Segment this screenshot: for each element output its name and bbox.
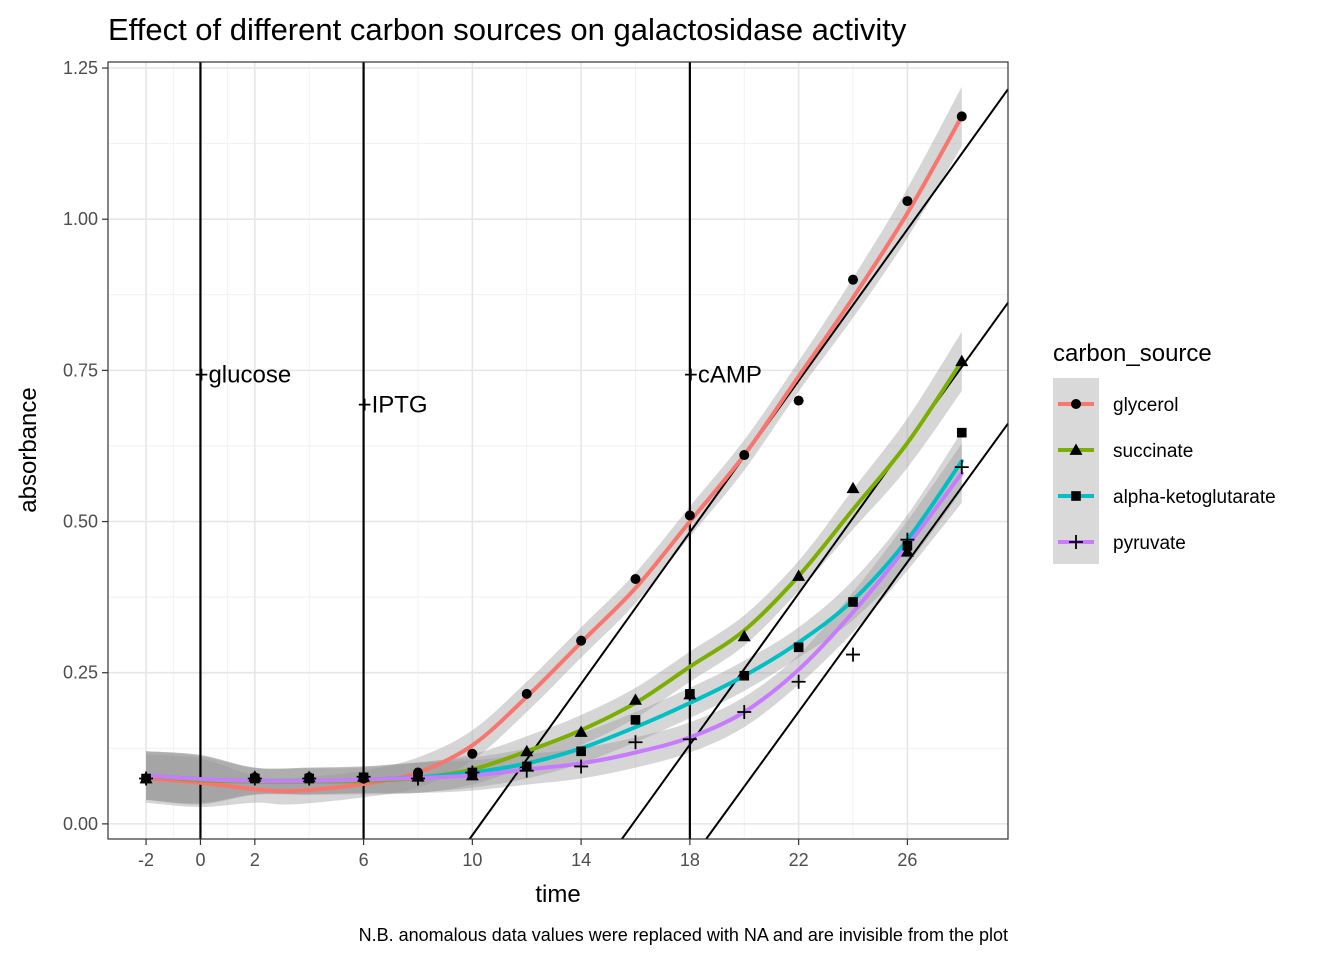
legend: carbon_source glycerol succinate alpha-ket… bbox=[1053, 340, 1276, 564]
vertical-reference-lines bbox=[199, 62, 691, 839]
point-glycerol bbox=[848, 274, 859, 285]
point-succinate bbox=[955, 354, 969, 367]
point-glycerol bbox=[467, 748, 478, 759]
x-tick-label: 6 bbox=[359, 850, 369, 870]
point-glycerol bbox=[684, 510, 695, 521]
point-alpha-ketoglutarate bbox=[630, 715, 641, 725]
legend-label-glycerol: glycerol bbox=[1113, 395, 1178, 416]
x-tick-label: 2 bbox=[250, 850, 260, 870]
point-pyruvate bbox=[465, 765, 480, 780]
point-pyruvate bbox=[846, 647, 861, 662]
point-pyruvate bbox=[682, 732, 697, 747]
point-succinate bbox=[574, 725, 588, 737]
legend-key-succinate bbox=[1069, 443, 1083, 455]
vline-label: +glucose bbox=[194, 361, 291, 388]
x-tick-label: 18 bbox=[680, 850, 700, 870]
ribbon-succinate bbox=[146, 331, 962, 805]
legend-label-alpha-ketoglutarate: alpha-ketoglutarate bbox=[1113, 487, 1276, 508]
plot-panel bbox=[108, 62, 1008, 839]
x-tick-label: 0 bbox=[195, 850, 205, 870]
point-glycerol bbox=[739, 450, 750, 461]
point-glycerol bbox=[902, 196, 913, 207]
point-succinate bbox=[520, 744, 534, 757]
legend-key-pyruvate bbox=[1069, 535, 1083, 549]
ribbon-alpha-ketoglutarate bbox=[146, 431, 962, 804]
point-succinate bbox=[900, 545, 914, 557]
x-tick-label: 10 bbox=[462, 850, 482, 870]
point-pyruvate bbox=[574, 759, 589, 774]
panel-border bbox=[107, 61, 1009, 840]
point-alpha-ketoglutarate bbox=[848, 597, 858, 607]
point-succinate bbox=[792, 569, 806, 581]
point-alpha-ketoglutarate bbox=[793, 642, 804, 653]
point-pyruvate bbox=[356, 769, 371, 784]
point-glycerol bbox=[576, 635, 587, 646]
point-succinate bbox=[628, 693, 642, 705]
grid bbox=[108, 62, 1008, 839]
y-tick-label: 0.00 bbox=[63, 814, 98, 834]
confidence-ribbons bbox=[146, 86, 962, 808]
vline-label: +IPTG bbox=[358, 392, 428, 419]
point-alpha-ketoglutarate bbox=[685, 689, 695, 699]
point-pyruvate bbox=[791, 674, 806, 689]
y-tick-label: 1.25 bbox=[63, 58, 98, 78]
point-pyruvate bbox=[954, 460, 969, 475]
point-alpha-ketoglutarate bbox=[739, 670, 750, 681]
point-succinate bbox=[737, 629, 751, 642]
y-tick-label: 0.25 bbox=[63, 663, 98, 683]
data-points bbox=[139, 111, 969, 786]
chart-title: Effect of different carbon sources on ga… bbox=[108, 12, 907, 47]
point-glycerol bbox=[793, 395, 804, 406]
ribbon-glycerol bbox=[146, 86, 962, 808]
y-tick-label: 0.50 bbox=[63, 512, 98, 532]
point-pyruvate bbox=[302, 771, 317, 786]
vline-label: +cAMP bbox=[684, 361, 762, 388]
x-tick-label: -2 bbox=[138, 850, 154, 870]
x-tick-label: 22 bbox=[789, 850, 809, 870]
legend-key-alpha-ketoglutarate bbox=[1071, 491, 1081, 501]
x-tick-label: 26 bbox=[897, 850, 917, 870]
point-glycerol bbox=[521, 688, 532, 699]
legend-key-glycerol bbox=[1071, 399, 1081, 409]
point-alpha-ketoglutarate bbox=[576, 746, 586, 757]
caption: N.B. anomalous data values were replaced… bbox=[359, 925, 1008, 945]
ribbon-pyruvate bbox=[146, 443, 962, 804]
y-tick-label: 1.00 bbox=[63, 209, 98, 229]
legend-label-succinate: succinate bbox=[1113, 441, 1193, 462]
smooth-pyruvate bbox=[144, 471, 964, 784]
point-glycerol bbox=[630, 573, 641, 584]
y-tick-label: 0.75 bbox=[63, 360, 98, 380]
smooth-glycerol bbox=[144, 114, 964, 794]
point-alpha-ketoglutarate bbox=[956, 427, 967, 438]
point-pyruvate bbox=[737, 705, 752, 720]
point-pyruvate bbox=[139, 771, 154, 786]
tangent-line bbox=[705, 423, 1009, 840]
point-succinate bbox=[846, 481, 860, 494]
legend-label-pyruvate: pyruvate bbox=[1113, 533, 1186, 554]
point-pyruvate bbox=[900, 532, 915, 547]
point-pyruvate bbox=[519, 763, 534, 778]
point-pyruvate bbox=[410, 771, 425, 786]
point-pyruvate bbox=[628, 735, 643, 750]
line-annotations: +glucose +IPTG +cAMP bbox=[194, 361, 761, 418]
legend-title: carbon_source bbox=[1053, 340, 1212, 367]
y-axis-title: absorbance bbox=[15, 387, 42, 512]
point-glycerol bbox=[956, 111, 967, 122]
x-axis-title: time bbox=[535, 881, 580, 908]
point-pyruvate bbox=[247, 771, 262, 786]
axes: -2 0 2 6 10 14 18 22 260.000.250.500.751.001.25 bbox=[63, 58, 917, 870]
x-tick-label: 14 bbox=[571, 850, 591, 870]
